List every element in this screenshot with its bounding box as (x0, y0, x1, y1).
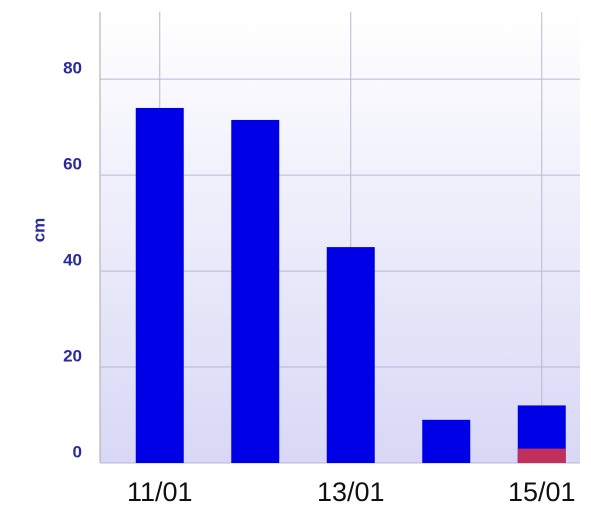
y-tick-label: 60 (63, 155, 82, 174)
y-tick-label: 0 (73, 442, 82, 461)
bar (135, 107, 184, 463)
y-axis-label: cm (29, 218, 48, 243)
y-tick-label: 80 (63, 59, 82, 78)
bar (422, 419, 471, 463)
bar (231, 119, 280, 464)
bar (326, 247, 375, 463)
y-tick-label: 20 (63, 347, 82, 366)
x-tick-label: 11/01 (127, 477, 193, 507)
y-tick-label: 40 (63, 251, 82, 270)
x-tick-label: 13/01 (317, 477, 385, 507)
bar (517, 448, 566, 463)
x-tick-label: 15/01 (508, 477, 576, 507)
